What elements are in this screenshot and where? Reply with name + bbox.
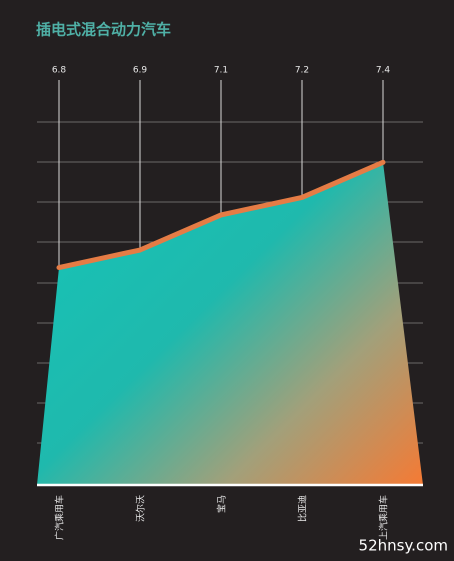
x-tick-label: 宝马 (216, 495, 228, 513)
x-tick-label: 沃尔沃 (135, 495, 147, 522)
x-tick-label: 比亚迪 (297, 495, 309, 522)
plot: 6.8 6.9 7.1 7.2 7.4 广汽乘用车 沃尔沃 宝马 比亚迪 上汽乘用车 (37, 66, 423, 540)
value-label: 6.9 (133, 66, 148, 76)
chart-title: 插电式混合动力汽车 (36, 21, 171, 39)
line (56, 159, 386, 271)
watermark: 52hnsy.com (359, 537, 448, 555)
value-label: 7.2 (295, 66, 309, 76)
value-label: 6.8 (52, 66, 67, 76)
value-label: 7.1 (214, 66, 228, 76)
value-label: 7.4 (376, 66, 391, 76)
x-tick-label: 上汽乘用车 (378, 495, 390, 540)
x-tick-label: 广汽乘用车 (54, 495, 66, 540)
area (37, 162, 423, 486)
